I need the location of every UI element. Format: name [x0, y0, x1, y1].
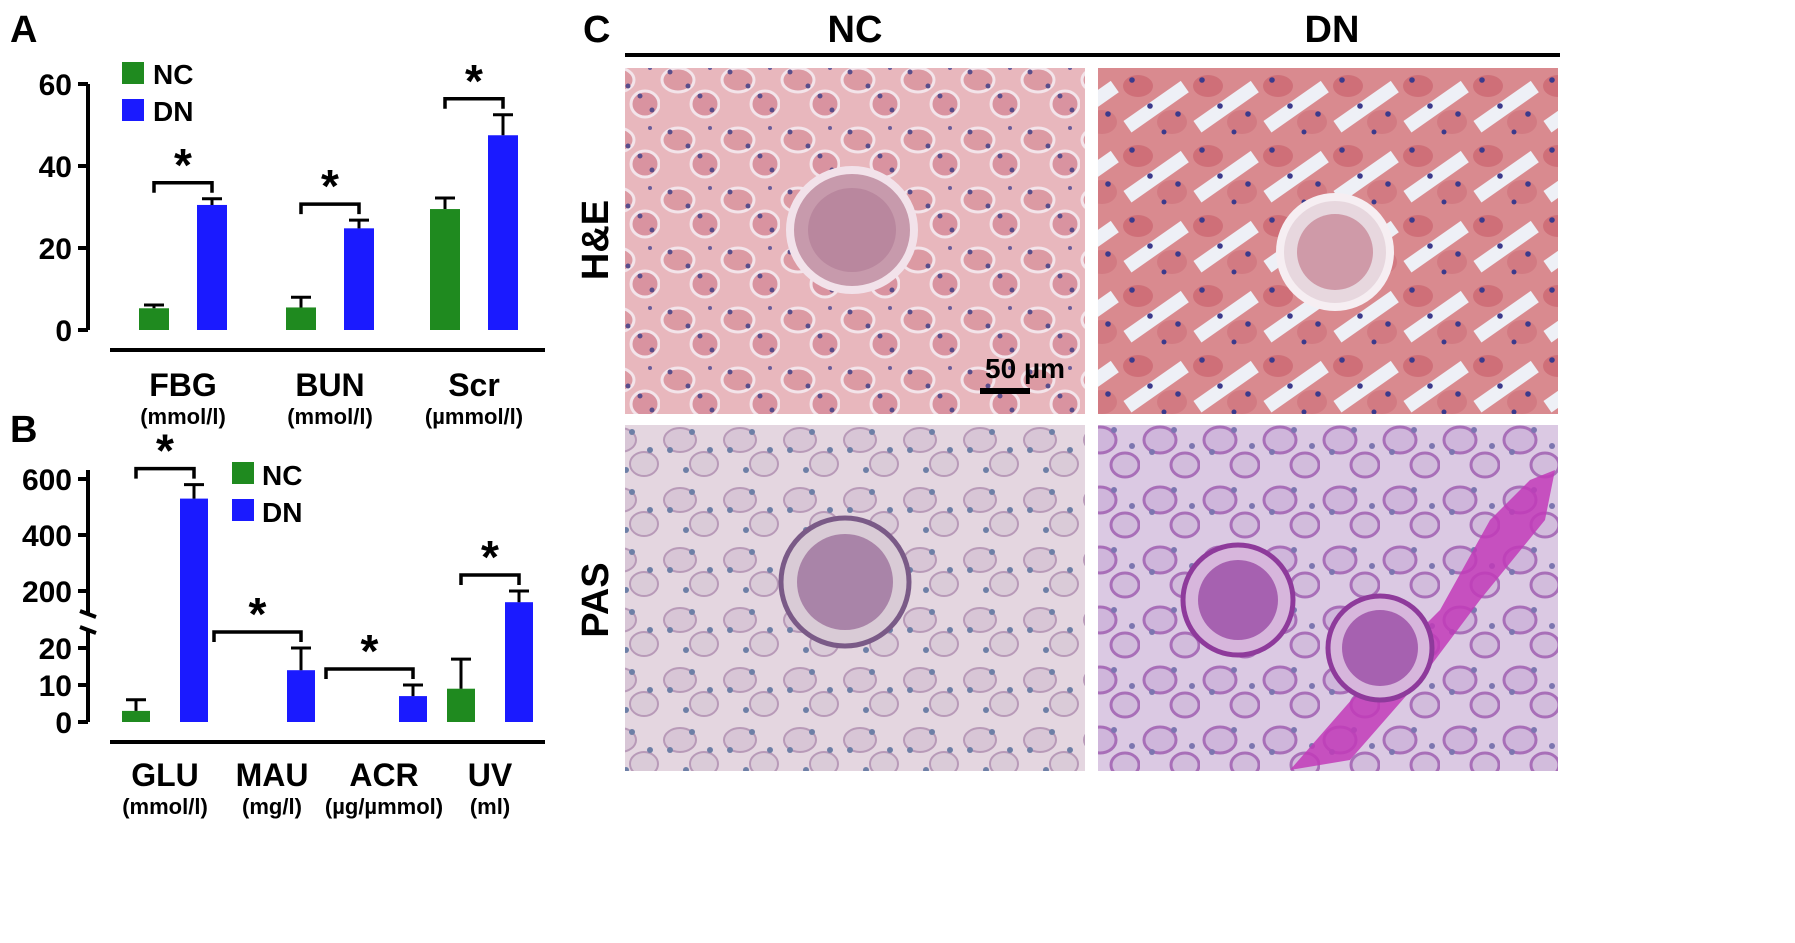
- unit-label-scr: (µmmol/l): [425, 404, 523, 429]
- bar-dn-glu-lower: [180, 611, 208, 722]
- bar-dn-scr: [488, 135, 518, 330]
- bar-nc-uv: [447, 688, 475, 722]
- bar-dn-glu: [180, 498, 208, 619]
- bar-nc-scr: [430, 209, 460, 330]
- error-bar-dn-glu: [184, 483, 204, 499]
- category-label-scr: Scr: [448, 367, 500, 403]
- y-tick-label: 10: [39, 670, 72, 703]
- row-header-pas: PAS: [575, 562, 617, 637]
- legend-label-dn: DN: [262, 497, 302, 528]
- significance-bracket: [459, 573, 521, 585]
- axis-break-mark-upper: [79, 609, 97, 619]
- y-tick-label: 0: [55, 315, 72, 348]
- error-bar-dn-uv: [509, 589, 529, 603]
- significance-bracket: [324, 667, 415, 679]
- scale-bar-label: 50 µm: [985, 353, 1065, 384]
- unit-label-bun: (mmol/l): [287, 404, 373, 429]
- bar-nc-fbg: [139, 308, 169, 330]
- significance-bracket: [134, 466, 196, 479]
- bar-dn-bun: [344, 228, 374, 330]
- unit-label-fbg: (mmol/l): [140, 404, 226, 429]
- bar-nc-bun: [286, 307, 316, 330]
- scale-bar: [980, 388, 1030, 394]
- bar-nc-glu: [122, 710, 150, 722]
- error-bar-dn-fbg: [202, 197, 222, 205]
- micrograph-pas-nc: [625, 425, 1085, 771]
- error-bar-nc-bun: [291, 295, 311, 308]
- significance-bracket: [443, 97, 505, 109]
- bar-dn-uv: [505, 602, 533, 619]
- significance-star: *: [156, 425, 174, 477]
- error-bar-nc-uv: [451, 657, 471, 689]
- row-header-he: H&E: [575, 200, 617, 280]
- significance-star: *: [174, 139, 192, 191]
- y-tick-label: 20: [39, 633, 72, 666]
- unit-label-uv: (ml): [470, 794, 510, 819]
- panel-c-letter: C: [583, 9, 610, 51]
- bar-dn-uv-lower: [505, 611, 533, 722]
- y-tick-label: 40: [39, 151, 72, 184]
- category-label-fbg: FBG: [149, 367, 217, 403]
- legend-label-nc: NC: [153, 59, 193, 90]
- error-bar-nc-glu: [126, 698, 146, 711]
- error-bar-nc-fbg: [144, 303, 164, 309]
- micrograph-he-dn: [1098, 68, 1558, 414]
- y-tick-label: 200: [22, 576, 72, 609]
- error-bar-nc-scr: [435, 196, 455, 210]
- legend-label-nc: NC: [262, 460, 302, 491]
- error-bar-dn-bun: [349, 218, 369, 229]
- panel-b-letter: B: [10, 409, 37, 451]
- category-label-mau: MAU: [236, 757, 309, 793]
- legend-swatch-nc: [122, 62, 144, 84]
- legend-swatch-dn: [122, 99, 144, 121]
- bar-dn-fbg: [197, 204, 227, 330]
- significance-star: *: [465, 55, 483, 107]
- y-tick-label: 600: [22, 464, 72, 497]
- significance-bracket: [212, 630, 303, 642]
- legend-swatch-nc: [232, 462, 254, 484]
- unit-label-acr: (µg/µmmol): [325, 794, 443, 819]
- y-tick-label: 0: [55, 707, 72, 740]
- error-bar-dn-acr: [403, 683, 423, 697]
- legend-label-dn: DN: [153, 96, 193, 127]
- significance-star: *: [361, 625, 379, 677]
- significance-star: *: [249, 588, 267, 640]
- significance-star: *: [481, 531, 499, 583]
- category-label-bun: BUN: [295, 367, 364, 403]
- panel-a-letter: A: [10, 9, 37, 51]
- y-tick-label: 20: [39, 233, 72, 266]
- column-header-dn: DN: [1305, 9, 1360, 51]
- column-header-nc: NC: [828, 9, 883, 51]
- category-label-acr: ACR: [349, 757, 418, 793]
- significance-star: *: [321, 160, 339, 212]
- y-tick-label: 400: [22, 520, 72, 553]
- bar-dn-mau: [287, 670, 315, 722]
- micrograph-pas-dn: [1098, 425, 1558, 771]
- error-bar-dn-scr: [493, 113, 513, 136]
- axis-break-mark-lower: [79, 625, 97, 635]
- legend-swatch-dn: [232, 499, 254, 521]
- significance-bracket: [299, 202, 361, 215]
- significance-bracket: [152, 181, 214, 193]
- unit-label-mau: (mg/l): [242, 794, 302, 819]
- bar-dn-acr: [399, 696, 427, 722]
- y-tick-label: 60: [39, 69, 72, 102]
- panel-b-chart: 0 10 20 200 400 600 * * * * GLU(mmol/l) MAU(mg/l)…: [22, 425, 545, 819]
- error-bar-dn-mau: [291, 646, 311, 671]
- unit-label-glu: (mmol/l): [122, 794, 208, 819]
- category-label-uv: UV: [468, 757, 513, 793]
- category-label-glu: GLU: [131, 757, 199, 793]
- micrograph-he-nc: 50 µm: [625, 68, 1085, 414]
